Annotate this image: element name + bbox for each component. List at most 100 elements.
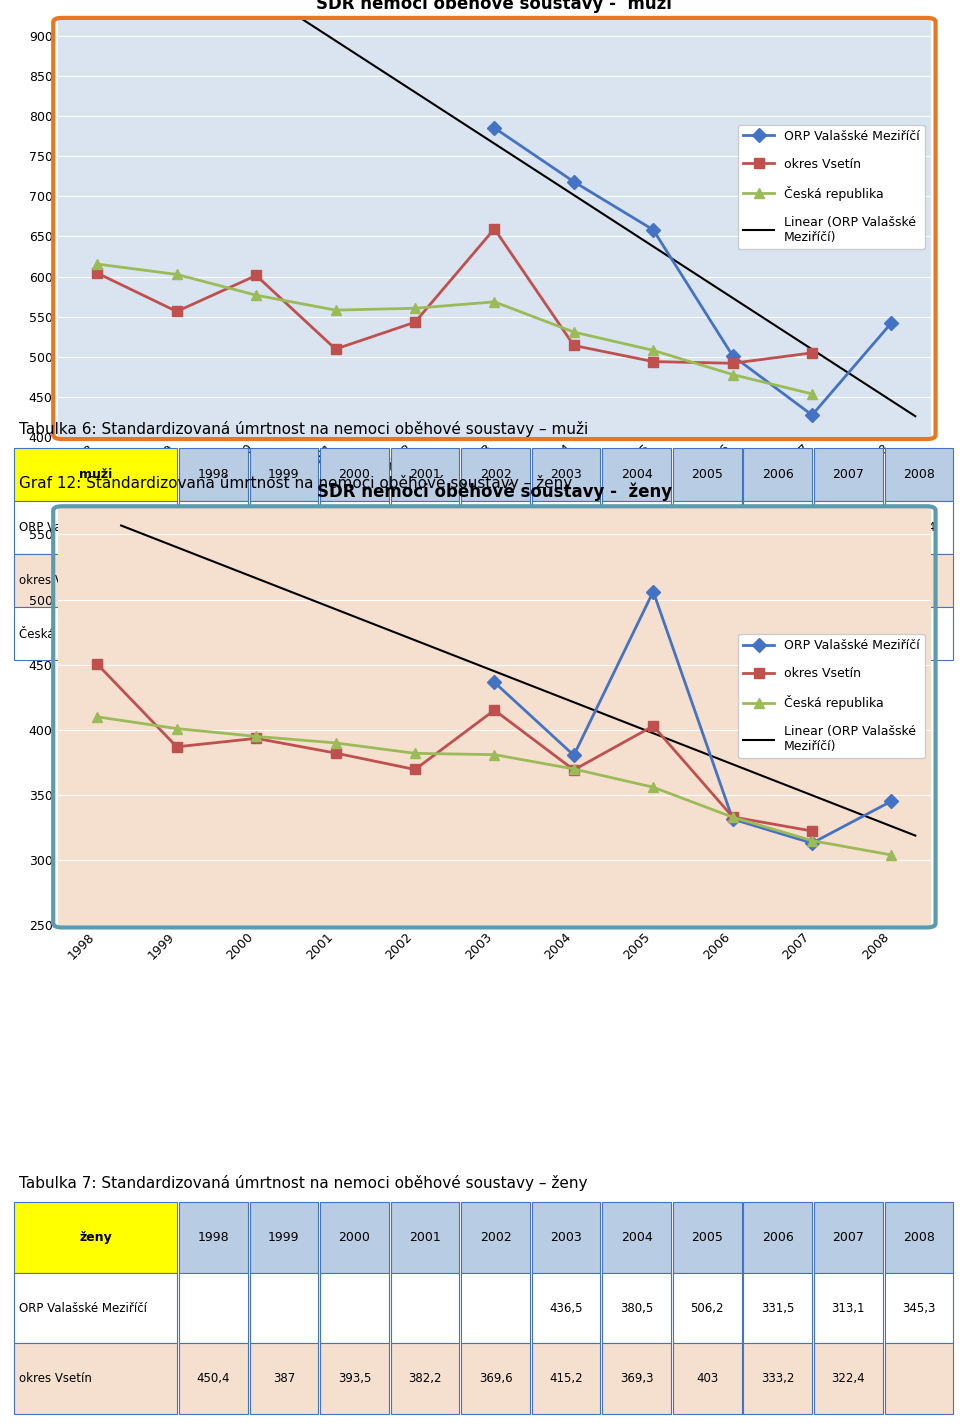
FancyBboxPatch shape xyxy=(179,607,248,660)
FancyBboxPatch shape xyxy=(391,554,459,607)
FancyBboxPatch shape xyxy=(14,1272,177,1344)
Text: 345,3: 345,3 xyxy=(902,1301,936,1315)
Text: 1999: 1999 xyxy=(268,468,300,481)
Text: 2000: 2000 xyxy=(339,1231,371,1244)
FancyBboxPatch shape xyxy=(391,1272,459,1344)
FancyBboxPatch shape xyxy=(814,607,882,660)
Text: 1998: 1998 xyxy=(198,468,229,481)
FancyBboxPatch shape xyxy=(673,1272,741,1344)
FancyBboxPatch shape xyxy=(250,448,318,501)
Text: 2005: 2005 xyxy=(691,1231,723,1244)
Text: 453,7: 453,7 xyxy=(831,627,865,640)
FancyBboxPatch shape xyxy=(884,607,953,660)
FancyBboxPatch shape xyxy=(884,1344,953,1414)
Text: 2000: 2000 xyxy=(339,468,371,481)
FancyBboxPatch shape xyxy=(602,554,671,607)
Text: 333,2: 333,2 xyxy=(761,1372,795,1385)
FancyBboxPatch shape xyxy=(743,448,812,501)
FancyBboxPatch shape xyxy=(320,1202,389,1272)
FancyBboxPatch shape xyxy=(461,1272,530,1344)
Text: 331,5: 331,5 xyxy=(761,1301,795,1315)
Legend: ORP Valašské Meziříčí, okres Vsetín, Česká republika, Linear (ORP Valašské
Meziř: ORP Valašské Meziříčí, okres Vsetín, Čes… xyxy=(738,634,924,758)
FancyBboxPatch shape xyxy=(743,1202,812,1272)
FancyBboxPatch shape xyxy=(179,501,248,554)
Text: 530,8: 530,8 xyxy=(620,627,653,640)
Text: 601,4: 601,4 xyxy=(338,574,372,587)
FancyBboxPatch shape xyxy=(179,554,248,607)
FancyBboxPatch shape xyxy=(602,607,671,660)
Text: 543,1: 543,1 xyxy=(479,574,513,587)
Text: 560,5: 560,5 xyxy=(479,627,513,640)
Text: 2004: 2004 xyxy=(621,1231,653,1244)
Text: 2007: 2007 xyxy=(832,1231,864,1244)
Text: ženy: ženy xyxy=(80,1231,112,1244)
Text: 2007: 2007 xyxy=(832,468,864,481)
FancyBboxPatch shape xyxy=(250,1272,318,1344)
FancyBboxPatch shape xyxy=(391,1202,459,1272)
FancyBboxPatch shape xyxy=(673,554,741,607)
FancyBboxPatch shape xyxy=(14,1202,177,1272)
FancyBboxPatch shape xyxy=(532,1202,600,1272)
Text: ORP Valašské Meziříčí: ORP Valašské Meziříčí xyxy=(19,1301,147,1315)
FancyBboxPatch shape xyxy=(602,501,671,554)
FancyBboxPatch shape xyxy=(884,554,953,607)
FancyBboxPatch shape xyxy=(743,607,812,660)
FancyBboxPatch shape xyxy=(320,501,389,554)
FancyBboxPatch shape xyxy=(461,448,530,501)
Text: okres Vsetín: okres Vsetín xyxy=(19,574,92,587)
Legend: ORP Valašské Meziříčí, okres Vsetín, Česká republika, Linear (ORP Valašské
Meziř: ORP Valašské Meziříčí, okres Vsetín, Čes… xyxy=(738,124,924,248)
FancyBboxPatch shape xyxy=(14,501,177,554)
Text: 2008: 2008 xyxy=(903,1231,935,1244)
Text: 369,3: 369,3 xyxy=(620,1372,654,1385)
Text: 2001: 2001 xyxy=(409,468,441,481)
Text: ORP Valašské Meziříčí: ORP Valašské Meziříčí xyxy=(19,521,147,534)
Text: 556,5: 556,5 xyxy=(267,574,300,587)
FancyBboxPatch shape xyxy=(461,554,530,607)
Text: 2002: 2002 xyxy=(480,468,512,481)
Text: 658,3: 658,3 xyxy=(690,521,724,534)
FancyBboxPatch shape xyxy=(250,607,318,660)
FancyBboxPatch shape xyxy=(250,501,318,554)
FancyBboxPatch shape xyxy=(250,554,318,607)
FancyBboxPatch shape xyxy=(250,1344,318,1414)
FancyBboxPatch shape xyxy=(179,1202,248,1272)
Text: muži: muži xyxy=(79,468,112,481)
FancyBboxPatch shape xyxy=(461,607,530,660)
FancyBboxPatch shape xyxy=(320,1344,389,1414)
FancyBboxPatch shape xyxy=(320,448,389,501)
Text: 558,2: 558,2 xyxy=(408,627,442,640)
FancyBboxPatch shape xyxy=(391,1344,459,1414)
FancyBboxPatch shape xyxy=(391,607,459,660)
Text: Tabulka 6: Standardizovaná úmrtnost na nemoci oběhové soustavy – muži: Tabulka 6: Standardizovaná úmrtnost na n… xyxy=(19,421,588,437)
Text: 427,3: 427,3 xyxy=(831,521,865,534)
FancyBboxPatch shape xyxy=(179,448,248,501)
FancyBboxPatch shape xyxy=(743,501,812,554)
Text: 393,5: 393,5 xyxy=(338,1372,372,1385)
Text: 602,7: 602,7 xyxy=(267,627,300,640)
FancyBboxPatch shape xyxy=(814,1202,882,1272)
Text: 2006: 2006 xyxy=(762,468,794,481)
FancyBboxPatch shape xyxy=(532,501,600,554)
FancyBboxPatch shape xyxy=(461,501,530,554)
Text: 415,2: 415,2 xyxy=(549,1372,583,1385)
Text: 2006: 2006 xyxy=(762,1231,794,1244)
Text: 604,3: 604,3 xyxy=(197,574,230,587)
Text: 615,6: 615,6 xyxy=(197,627,230,640)
Text: 508: 508 xyxy=(696,627,718,640)
FancyBboxPatch shape xyxy=(673,1344,741,1414)
FancyBboxPatch shape xyxy=(814,554,882,607)
Text: 1998: 1998 xyxy=(198,1231,229,1244)
Text: 477,8: 477,8 xyxy=(761,627,795,640)
Text: 369,6: 369,6 xyxy=(479,1372,513,1385)
Text: 576,8: 576,8 xyxy=(338,627,372,640)
Text: 659,6: 659,6 xyxy=(549,574,583,587)
Text: 450,4: 450,4 xyxy=(197,1372,230,1385)
FancyBboxPatch shape xyxy=(14,554,177,607)
Text: 1999: 1999 xyxy=(268,1231,300,1244)
FancyBboxPatch shape xyxy=(14,448,177,501)
FancyBboxPatch shape xyxy=(884,448,953,501)
FancyBboxPatch shape xyxy=(814,1344,882,1414)
Text: 494: 494 xyxy=(696,574,718,587)
FancyBboxPatch shape xyxy=(461,1344,530,1414)
FancyBboxPatch shape xyxy=(14,1344,177,1414)
